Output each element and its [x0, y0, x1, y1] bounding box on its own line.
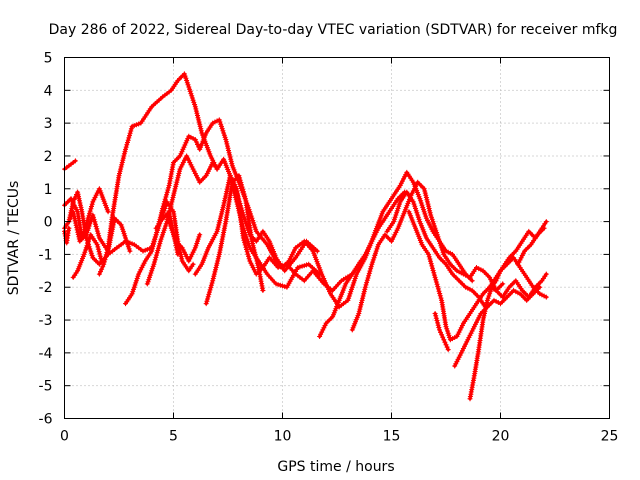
axis-ticks [64, 57, 610, 419]
x-tick-label: 0 [60, 429, 69, 445]
series-markers [349, 179, 506, 333]
series-pass-t [452, 284, 543, 369]
y-tick-label: 0 [44, 215, 53, 231]
series-pass-s [432, 311, 451, 353]
y-tick-label: 5 [44, 51, 53, 67]
series-pass-u [467, 255, 549, 402]
x-axis-label: GPS time / hours [277, 459, 394, 475]
series-markers [432, 311, 451, 353]
series-markers [467, 255, 549, 402]
series-pass-w [515, 225, 547, 267]
data-series [62, 71, 549, 402]
x-tick-label: 10 [274, 429, 292, 445]
x-tick-label: 20 [492, 429, 510, 445]
y-tick-label: 2 [44, 149, 53, 165]
series-markers [70, 232, 105, 280]
series-markers [406, 209, 549, 343]
y-tick-label: -4 [39, 346, 53, 362]
axis-tick-labels: 0 5 10 15 20 25 -6 -5 -4 -3 -2 -1 0 1 2 3 4 5 [39, 51, 619, 445]
y-tick-label: 4 [44, 83, 53, 99]
series-markers [192, 173, 364, 293]
series-pass-q [384, 189, 488, 310]
series-markers [515, 225, 547, 267]
plot-frame [64, 57, 610, 419]
series-pass-r [406, 209, 549, 343]
y-tick-label: -1 [39, 247, 53, 263]
series-pass-f [70, 232, 105, 280]
series-pass-o [317, 189, 408, 339]
x-tick-label: 5 [169, 429, 178, 445]
series-markers [487, 219, 549, 290]
series-markers [166, 219, 203, 264]
series-pass-l [192, 173, 364, 293]
series-line [193, 174, 363, 293]
y-axis-label: SDTVAR / TECUs [6, 181, 22, 296]
y-tick-label: -6 [39, 412, 53, 428]
x-tick-label: 25 [601, 429, 619, 445]
y-tick-label: -3 [39, 313, 53, 329]
series-markers [384, 189, 488, 310]
y-tick-label: -2 [39, 280, 53, 296]
series-markers [317, 189, 408, 339]
series-pass-v [487, 219, 549, 290]
series-line [385, 190, 487, 309]
y-tick-label: 1 [44, 182, 53, 198]
y-tick-label: 3 [44, 116, 53, 132]
series-markers [452, 284, 543, 369]
series-pass-g [96, 71, 220, 277]
chart-title: Day 286 of 2022, Sidereal Day-to-day VTE… [49, 22, 618, 38]
series-pass-k [166, 219, 203, 264]
series-pass-p [349, 179, 506, 333]
x-tick-label: 15 [383, 429, 401, 445]
grid [64, 57, 610, 419]
y-tick-label: -5 [39, 379, 53, 395]
